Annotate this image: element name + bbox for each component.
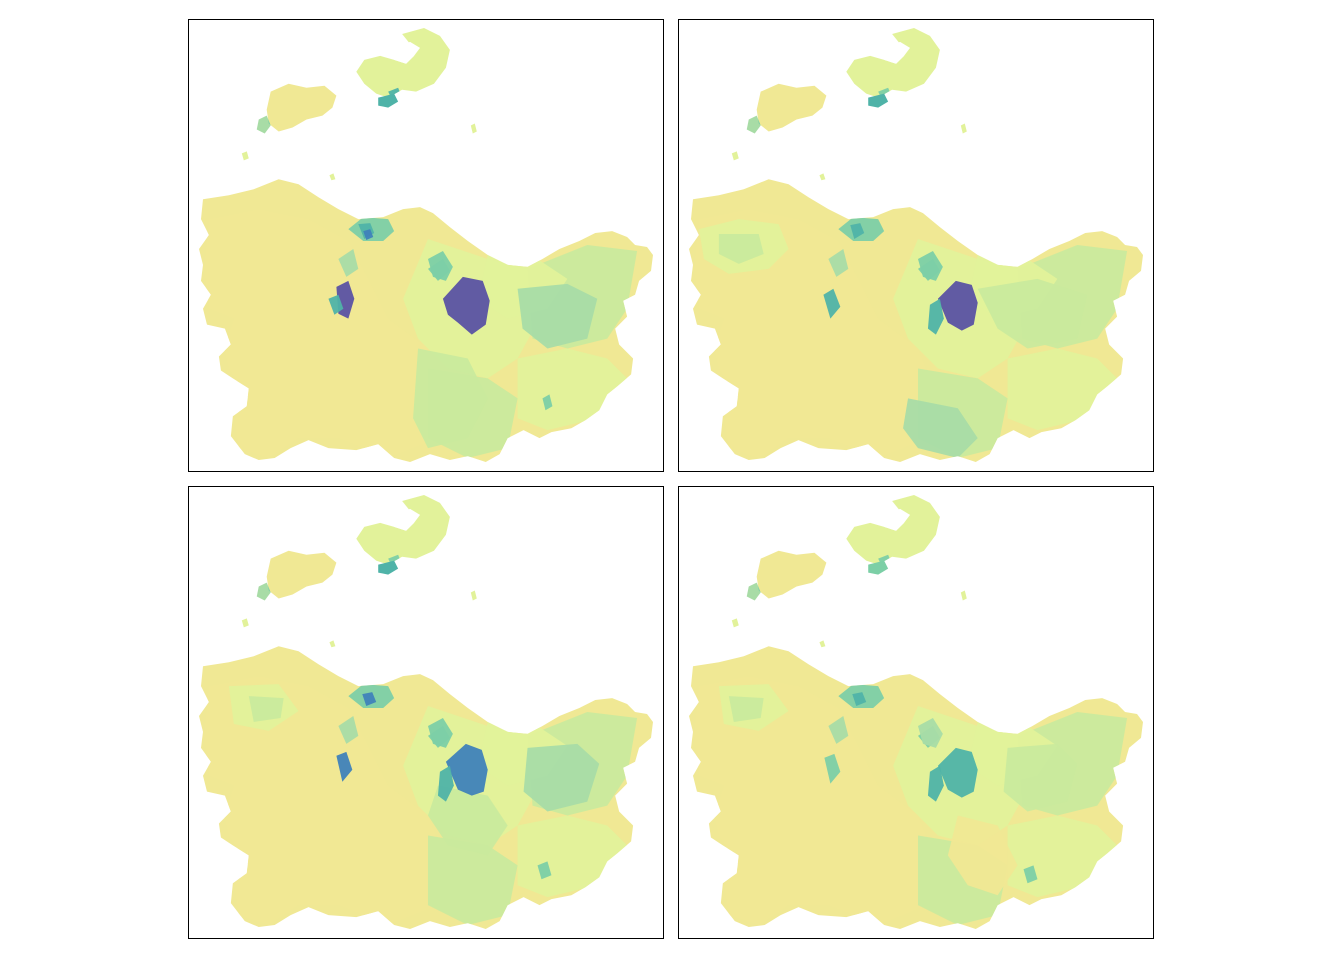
district-region: [693, 676, 938, 926]
choropleth-patches: [693, 87, 1128, 459]
islet-region: [241, 618, 249, 628]
northwest-peninsula-region: [266, 83, 337, 132]
map-panel-4: [678, 486, 1154, 939]
map-2: [689, 27, 1143, 463]
bay-water: [884, 41, 911, 64]
district-region: [917, 250, 943, 281]
islet-region: [470, 123, 477, 134]
district-region: [537, 861, 552, 880]
district-region: [413, 348, 488, 449]
district-region: [336, 751, 353, 782]
district-region: [693, 209, 938, 459]
north-island-region: [846, 27, 940, 98]
district-region: [427, 785, 508, 856]
map-1: [199, 27, 653, 463]
bay-water: [884, 508, 911, 531]
west-islet-region: [746, 582, 761, 601]
map-panel-1: [188, 19, 664, 472]
map-panel-3: [188, 486, 664, 939]
district-region: [442, 276, 490, 335]
islet-region: [241, 151, 249, 161]
district-region: [542, 394, 553, 411]
district-region: [363, 229, 374, 241]
district-region: [378, 93, 399, 108]
northwest-peninsula-region: [756, 550, 827, 599]
district-region: [517, 283, 598, 349]
district-region: [947, 815, 1018, 896]
west-islet-region: [256, 115, 271, 134]
district-region: [328, 294, 344, 315]
district-region: [427, 250, 453, 281]
district-region: [338, 715, 359, 744]
district-region: [823, 288, 841, 319]
map-4: [689, 494, 1143, 930]
district-region: [338, 248, 359, 277]
north-island-region: [356, 494, 450, 565]
district-region: [427, 717, 453, 748]
islet-region: [960, 590, 967, 601]
district-region: [868, 93, 889, 108]
district-region: [362, 692, 377, 707]
map-3: [199, 494, 653, 930]
islet-region: [960, 123, 967, 134]
district-region: [937, 747, 978, 798]
northwest-peninsula-region: [266, 550, 337, 599]
district-region: [927, 765, 944, 802]
district-region: [903, 398, 978, 459]
islet-region: [329, 173, 336, 181]
choropleth-patches: [203, 554, 638, 926]
islet-region: [819, 640, 826, 648]
district-region: [977, 278, 1088, 349]
district-region: [203, 676, 448, 926]
west-islet-region: [256, 582, 271, 601]
district-region: [427, 835, 518, 926]
district-region: [728, 696, 764, 722]
islet-region: [819, 173, 826, 181]
district-region: [203, 209, 448, 459]
bay-water: [394, 41, 421, 64]
district-region: [852, 692, 867, 707]
district-region: [927, 298, 944, 335]
map-panel-2: [678, 19, 1154, 472]
district-region: [824, 753, 841, 784]
choropleth-patches: [203, 87, 638, 459]
district-region: [378, 560, 399, 575]
district-region: [828, 248, 849, 277]
district-region: [1003, 743, 1078, 812]
west-islet-region: [746, 115, 761, 134]
northwest-peninsula-region: [756, 83, 827, 132]
choropleth-patches: [693, 554, 1128, 926]
islet-region: [329, 640, 336, 648]
district-region: [248, 696, 284, 722]
district-region: [937, 280, 978, 331]
islet-region: [470, 590, 477, 601]
islet-region: [731, 151, 739, 161]
district-region: [445, 743, 488, 796]
district-region: [1023, 865, 1038, 884]
north-island-region: [846, 494, 940, 565]
district-region: [437, 765, 454, 802]
district-region: [850, 223, 865, 240]
district-region: [868, 560, 889, 575]
district-region: [828, 715, 849, 744]
islet-region: [731, 618, 739, 628]
district-region: [523, 743, 600, 812]
district-region: [718, 234, 764, 264]
bay-water: [394, 508, 421, 531]
district-region: [917, 717, 943, 748]
